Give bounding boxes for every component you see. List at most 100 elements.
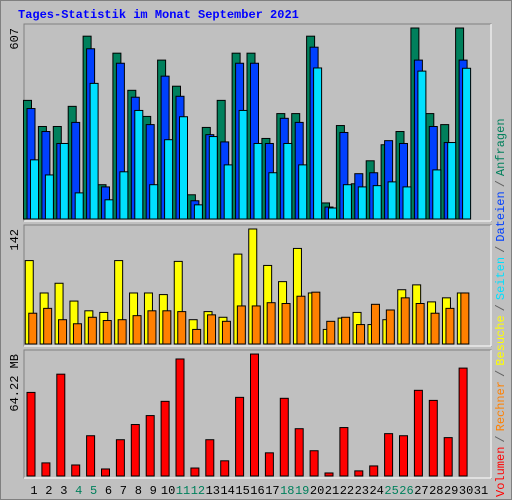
bar bbox=[190, 467, 200, 477]
bar bbox=[250, 353, 259, 477]
legend-separator: / bbox=[494, 246, 508, 253]
bar bbox=[238, 109, 248, 220]
bar bbox=[402, 186, 412, 220]
x-tick-label: 26 bbox=[399, 484, 413, 498]
x-tick-label: 3 bbox=[60, 484, 67, 498]
bar bbox=[357, 186, 367, 220]
bar bbox=[294, 428, 304, 477]
bar bbox=[417, 70, 427, 220]
bar bbox=[462, 67, 472, 220]
x-tick-label: 21 bbox=[325, 484, 339, 498]
bar bbox=[384, 433, 394, 477]
x-tick-label: 23 bbox=[355, 484, 369, 498]
bar bbox=[326, 320, 336, 345]
x-tick-label: 13 bbox=[206, 484, 220, 498]
bar bbox=[279, 397, 289, 477]
bar bbox=[192, 328, 202, 345]
x-tick-label: 1 bbox=[30, 484, 37, 498]
x-tick-label: 9 bbox=[150, 484, 157, 498]
x-tick-label: 25 bbox=[384, 484, 398, 498]
x-tick-label: 30 bbox=[459, 484, 473, 498]
bar bbox=[430, 312, 440, 345]
bar bbox=[432, 169, 442, 220]
bar bbox=[43, 307, 53, 345]
bar bbox=[266, 302, 276, 345]
bar bbox=[385, 309, 395, 345]
x-tick-label: 2 bbox=[45, 484, 52, 498]
bar bbox=[221, 320, 231, 345]
x-tick-label: 4 bbox=[75, 484, 82, 498]
y-tick-label: 607 bbox=[8, 28, 22, 50]
x-tick-label: 18 bbox=[280, 484, 294, 498]
bar bbox=[443, 437, 453, 477]
bar bbox=[58, 319, 68, 345]
x-tick-label: 31 bbox=[474, 484, 488, 498]
bar bbox=[311, 291, 321, 345]
bar bbox=[236, 305, 246, 345]
bar bbox=[205, 439, 215, 477]
bar bbox=[400, 297, 410, 345]
bar bbox=[445, 307, 455, 345]
bar bbox=[145, 415, 155, 477]
x-tick-label: 7 bbox=[120, 484, 127, 498]
bar bbox=[447, 142, 457, 220]
bar bbox=[149, 184, 159, 220]
bar bbox=[130, 424, 140, 477]
bar bbox=[28, 312, 38, 345]
bar bbox=[115, 439, 125, 477]
bar bbox=[89, 82, 99, 220]
bar bbox=[30, 159, 39, 220]
legend-separator: / bbox=[494, 180, 508, 187]
bar bbox=[342, 184, 352, 220]
x-tick-label: 10 bbox=[161, 484, 175, 498]
x-tick-label: 11 bbox=[176, 484, 190, 498]
x-tick-label: 5 bbox=[90, 484, 97, 498]
y-tick-label: 142 bbox=[8, 229, 22, 251]
bar bbox=[264, 452, 274, 477]
bar bbox=[387, 181, 397, 220]
bar bbox=[134, 109, 144, 220]
bar bbox=[281, 303, 291, 345]
x-tick-label: 19 bbox=[295, 484, 309, 498]
bar bbox=[220, 460, 230, 477]
bar bbox=[162, 310, 172, 345]
bar bbox=[283, 142, 293, 220]
bar bbox=[208, 136, 218, 220]
bar bbox=[207, 314, 217, 345]
bar bbox=[193, 204, 203, 220]
legend-separator: / bbox=[494, 304, 508, 311]
x-tick-label: 28 bbox=[429, 484, 443, 498]
bar bbox=[309, 450, 319, 477]
bar bbox=[356, 324, 366, 345]
legend-entry: Rechner bbox=[494, 381, 508, 431]
bar bbox=[117, 319, 127, 345]
legend-entry: Seiten bbox=[494, 257, 508, 300]
legend-separator: / bbox=[494, 370, 508, 377]
x-tick-label: 14 bbox=[220, 484, 234, 498]
bar bbox=[458, 367, 468, 477]
y-tick-label: 64.22 MB bbox=[8, 354, 22, 412]
x-tick-label: 6 bbox=[105, 484, 112, 498]
bar bbox=[253, 142, 263, 220]
x-tick-label: 20 bbox=[310, 484, 324, 498]
bar bbox=[223, 164, 233, 220]
legend-entry: Dateien bbox=[494, 191, 508, 241]
bar bbox=[372, 185, 382, 220]
bar bbox=[86, 435, 96, 477]
bar bbox=[104, 199, 114, 220]
bar bbox=[268, 172, 278, 220]
bar bbox=[251, 305, 261, 345]
bar bbox=[341, 316, 351, 345]
bar bbox=[41, 462, 51, 477]
bar bbox=[460, 292, 470, 345]
bar bbox=[296, 295, 306, 345]
bar bbox=[87, 316, 97, 345]
bar bbox=[328, 207, 337, 220]
legend-separator: / bbox=[494, 435, 508, 442]
bar bbox=[101, 468, 110, 477]
bar bbox=[102, 320, 112, 345]
x-tick-label: 8 bbox=[135, 484, 142, 498]
bar bbox=[26, 391, 36, 477]
bar bbox=[370, 303, 380, 345]
